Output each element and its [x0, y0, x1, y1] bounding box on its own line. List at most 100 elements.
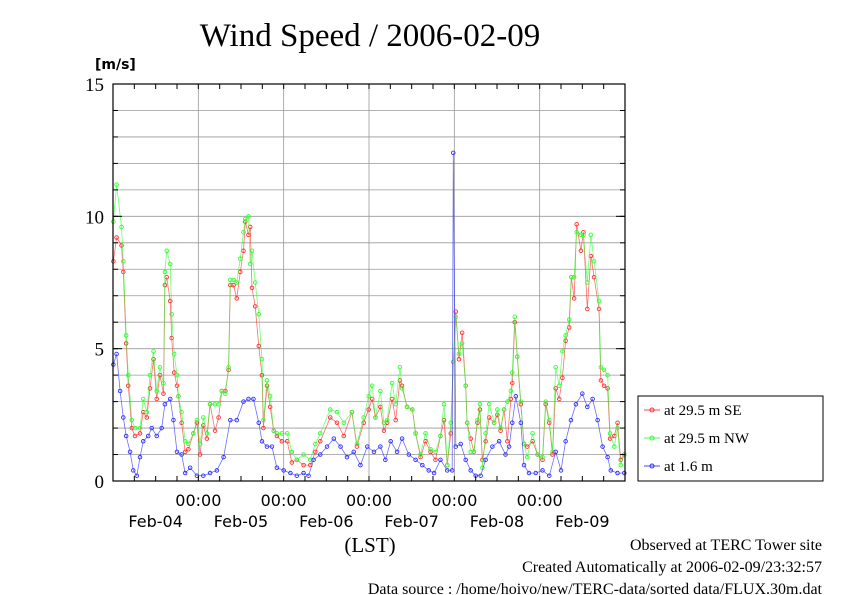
footer-created: Created Automatically at 2006-02-09/23:3… — [522, 559, 822, 576]
data-point — [334, 409, 340, 415]
data-point — [259, 439, 265, 444]
data-point — [201, 415, 206, 420]
data-point — [433, 457, 438, 463]
data-point — [553, 386, 558, 391]
data-point — [223, 391, 228, 396]
data-point — [269, 444, 275, 449]
data-point — [361, 420, 366, 426]
data-point — [247, 224, 253, 230]
data-point — [605, 386, 610, 391]
data-point — [540, 454, 545, 460]
data-point — [453, 314, 459, 320]
data-point — [618, 462, 623, 468]
data-point — [354, 441, 360, 447]
data-point — [191, 431, 196, 436]
data-point — [543, 399, 548, 404]
data-point — [428, 446, 433, 452]
data-point — [361, 415, 366, 420]
data-point — [410, 407, 415, 412]
data-point — [119, 224, 124, 230]
x-tick-label: 00:00 — [346, 491, 392, 510]
data-point — [438, 433, 443, 439]
data-point — [162, 401, 168, 407]
data-point — [384, 417, 390, 423]
data-point — [464, 420, 470, 426]
data-point — [284, 431, 290, 436]
data-point — [252, 304, 258, 309]
data-point — [588, 232, 594, 238]
data-point — [179, 409, 184, 415]
data-point — [553, 449, 558, 455]
chart-title: Wind Speed / 2006-02-09 — [200, 18, 541, 54]
data-point — [161, 391, 166, 396]
data-point — [459, 341, 465, 346]
data-point — [313, 441, 318, 447]
data-point — [159, 425, 164, 431]
data-point — [371, 449, 377, 455]
data-point — [563, 439, 568, 444]
legend-marker — [649, 407, 655, 413]
data-point — [132, 433, 138, 439]
series-line — [113, 152, 625, 477]
data-point — [127, 449, 133, 455]
data-point — [179, 420, 184, 426]
data-point — [535, 452, 540, 457]
legend-label: at 1.6 m — [664, 459, 713, 475]
y-tick-label: 15 — [85, 75, 104, 96]
data-point — [219, 388, 225, 394]
y-tick-label: 5 — [95, 340, 105, 361]
data-point — [174, 449, 180, 455]
data-point — [144, 409, 150, 415]
data-point — [615, 425, 620, 431]
data-point — [605, 372, 610, 378]
data-point — [246, 396, 251, 402]
data-point — [573, 401, 579, 407]
data-point — [388, 439, 393, 444]
data-point — [197, 452, 203, 457]
data-point — [221, 454, 226, 460]
data-point — [351, 449, 356, 455]
data-point — [126, 383, 131, 388]
data-point — [463, 383, 468, 388]
y-tick-label: 10 — [85, 207, 104, 228]
data-point — [154, 388, 159, 394]
data-point — [471, 449, 477, 455]
data-point — [216, 401, 221, 407]
data-point — [271, 428, 276, 433]
data-point — [495, 412, 500, 418]
data-point — [246, 214, 251, 219]
series-1 — [111, 182, 627, 471]
data-point — [132, 425, 138, 431]
data-point — [378, 444, 383, 449]
data-point — [566, 317, 572, 322]
data-point — [369, 396, 375, 402]
data-point — [515, 354, 520, 359]
data-point — [145, 433, 151, 439]
data-point — [154, 396, 159, 402]
data-point — [137, 431, 143, 436]
data-point — [231, 282, 236, 288]
data-point — [426, 468, 431, 473]
data-point — [615, 420, 620, 426]
data-point — [483, 457, 488, 463]
data-point — [612, 444, 617, 449]
data-point — [378, 388, 383, 394]
data-point — [456, 351, 462, 357]
data-point — [428, 449, 433, 455]
data-point — [301, 470, 306, 476]
data-point — [547, 417, 552, 423]
data-point — [169, 312, 174, 317]
x-tick-label: 00:00 — [175, 491, 221, 510]
data-point — [176, 394, 181, 399]
x-tick-label: 00:00 — [261, 491, 307, 510]
data-point — [207, 470, 213, 476]
data-point — [234, 417, 239, 423]
data-point — [389, 380, 395, 386]
data-point — [161, 380, 166, 386]
data-point — [449, 468, 455, 473]
data-point — [540, 468, 545, 473]
data-point — [510, 370, 515, 375]
data-point — [563, 338, 568, 343]
data-point — [341, 420, 347, 426]
